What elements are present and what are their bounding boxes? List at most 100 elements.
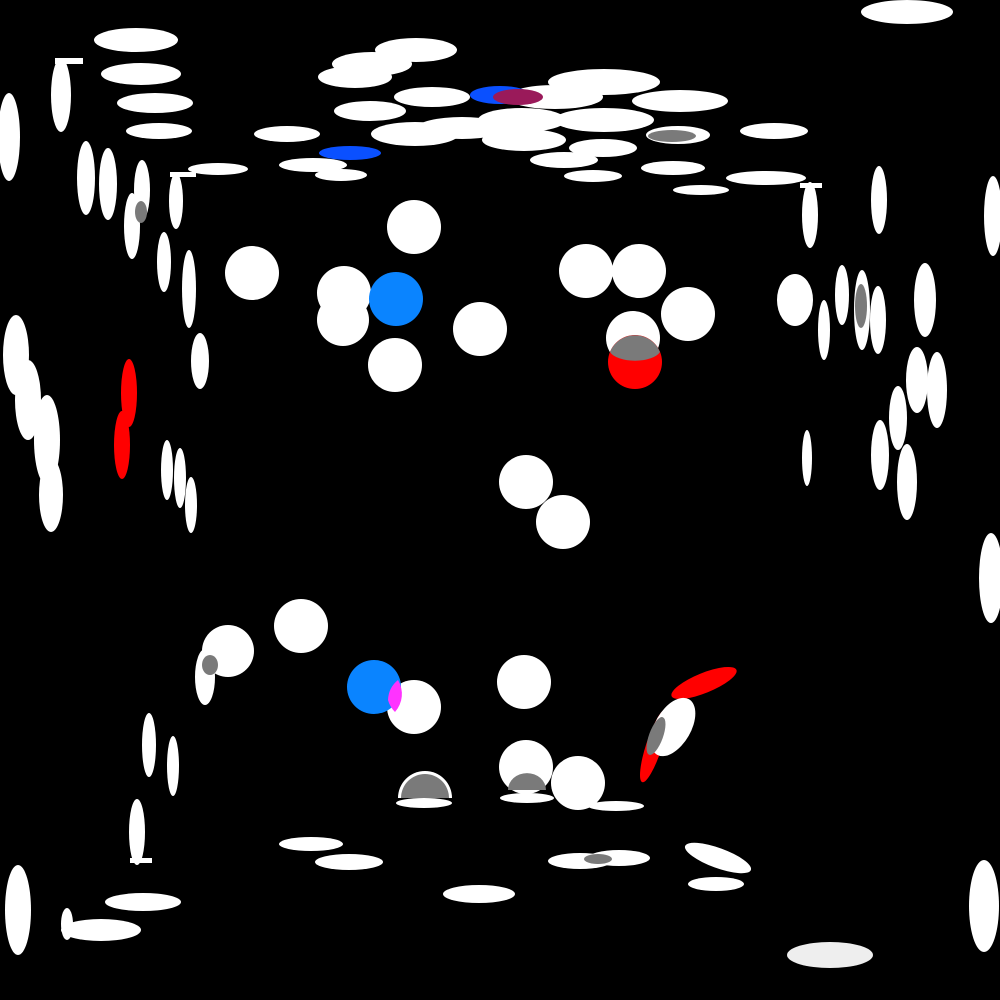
- sliver-gray: [202, 655, 218, 675]
- disc: [641, 161, 705, 175]
- sphere: [497, 655, 551, 709]
- sliver: [99, 148, 117, 220]
- disc: [588, 801, 644, 811]
- top-disc-cluster: [94, 0, 953, 195]
- disc: [126, 123, 192, 139]
- sliver: [0, 93, 20, 181]
- disc: [279, 837, 343, 851]
- disc: [482, 129, 566, 151]
- disc: [673, 185, 729, 195]
- sliver-tab: [130, 858, 152, 863]
- disc: [105, 893, 181, 911]
- sliver: [871, 166, 887, 234]
- sliver: [777, 274, 813, 326]
- disc: [371, 122, 459, 146]
- disc: [530, 152, 598, 168]
- sliver: [984, 176, 1000, 256]
- sliver: [39, 458, 63, 532]
- sphere: [499, 455, 553, 509]
- disc: [254, 126, 320, 142]
- disc: [117, 93, 193, 113]
- sliver: [5, 865, 31, 955]
- disc: [726, 171, 806, 185]
- sliver: [161, 440, 173, 500]
- sphere: [612, 244, 666, 298]
- disc-gray-tilted: [646, 717, 666, 755]
- disc: [394, 87, 470, 107]
- sliver-tab: [170, 172, 196, 177]
- sliver: [979, 533, 1000, 623]
- disc: [569, 139, 637, 157]
- middle-spheres: [225, 200, 715, 549]
- disc: [315, 854, 383, 870]
- disc: [94, 28, 178, 52]
- sphere: [387, 200, 441, 254]
- disc: [279, 158, 347, 172]
- sliver: [870, 286, 886, 354]
- sliver: [142, 713, 156, 777]
- sphere: [368, 338, 422, 392]
- sphere: [225, 246, 279, 300]
- sphere: [274, 599, 328, 653]
- disc: [684, 842, 752, 874]
- sliver: [871, 420, 889, 490]
- disc: [188, 163, 248, 175]
- disc-blue: [319, 146, 381, 160]
- disc: [500, 793, 554, 803]
- disc-red-tilted: [671, 666, 737, 700]
- sphere-gray-overlap: [610, 335, 660, 361]
- sliver: [897, 444, 917, 520]
- disc: [101, 63, 181, 85]
- disc-offwhite: [787, 942, 873, 968]
- sliver-tab: [800, 183, 822, 188]
- sliver: [51, 58, 71, 132]
- disc: [564, 170, 622, 182]
- sphere: [536, 495, 590, 549]
- sliver: [15, 360, 41, 440]
- sliver: [802, 182, 818, 248]
- disc-gray: [584, 854, 612, 864]
- sliver: [818, 300, 830, 360]
- dome-gray: [401, 774, 449, 798]
- sphere-blue: [369, 272, 423, 326]
- sliver: [129, 799, 145, 865]
- sliver: [61, 908, 73, 940]
- sphere: [453, 302, 507, 356]
- disc-gray: [648, 130, 696, 142]
- sphere-blue: [347, 660, 401, 714]
- sliver-gray: [855, 284, 867, 328]
- sliver: [969, 860, 999, 952]
- disc: [443, 885, 515, 903]
- disc: [315, 169, 367, 181]
- sliver: [182, 250, 196, 328]
- disc: [554, 108, 654, 132]
- right-wall-slivers: [777, 166, 1000, 952]
- sliver: [167, 736, 179, 796]
- sphere: [661, 287, 715, 341]
- sliver: [802, 430, 812, 486]
- dome-gray: [508, 773, 546, 790]
- sphere: [551, 756, 605, 810]
- sphere: [559, 244, 613, 298]
- disc: [396, 798, 452, 808]
- sphere: [317, 294, 369, 346]
- disc: [688, 877, 744, 891]
- sliver: [889, 386, 907, 450]
- sliver: [835, 265, 849, 325]
- sliver: [157, 232, 171, 292]
- sliver: [191, 333, 209, 389]
- disc: [318, 66, 392, 88]
- sliver: [927, 352, 947, 428]
- sliver-gray: [135, 201, 147, 223]
- disc: [632, 90, 728, 112]
- sphere-magenta-overlap: [388, 680, 402, 712]
- sliver-red: [121, 359, 137, 427]
- disc: [61, 919, 141, 941]
- disc: [740, 123, 808, 139]
- sliver: [77, 141, 95, 215]
- left-wall-slivers: [0, 58, 209, 533]
- disc-white-tilted: [650, 697, 696, 757]
- sliver-red: [114, 411, 130, 479]
